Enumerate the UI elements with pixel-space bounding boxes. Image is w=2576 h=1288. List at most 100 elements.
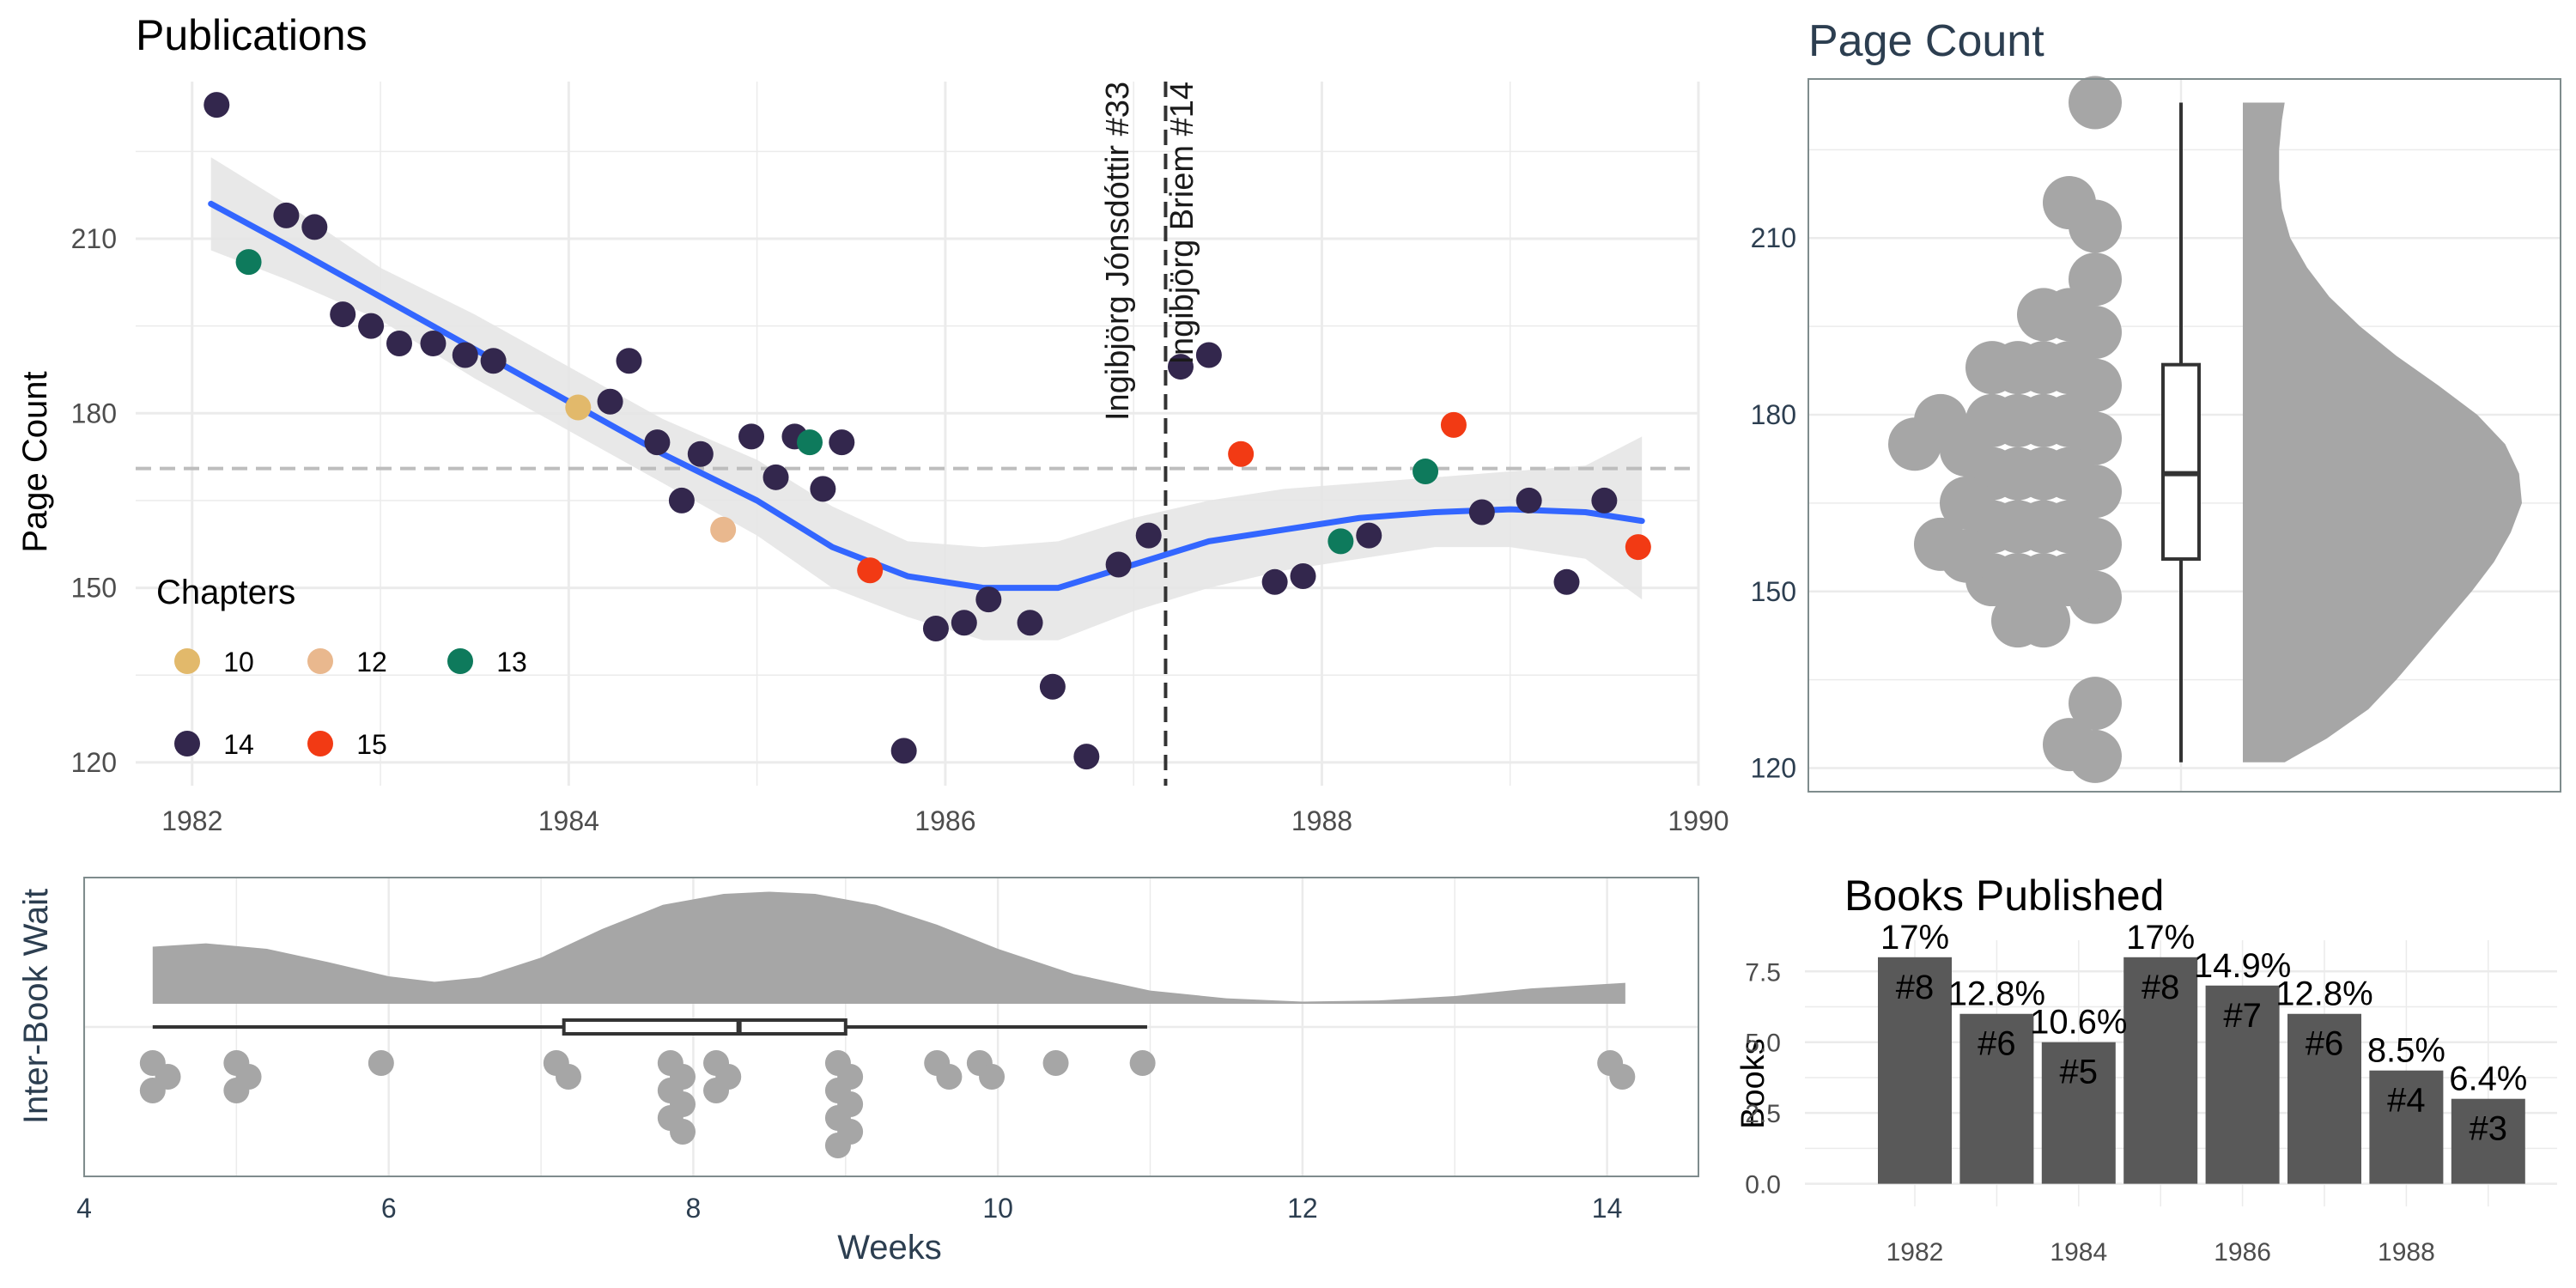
books-published-y-ticks: 0.0 2.5 5.0 7.5 [1745, 958, 1781, 1199]
page-count-density [2243, 102, 2522, 762]
y-tick-label: 210 [71, 223, 117, 254]
legend-label: 15 [356, 729, 387, 760]
inter-book-wait-border [83, 877, 1699, 1177]
x-tick-label: 4 [76, 1193, 92, 1224]
data-point [810, 476, 836, 502]
bar [2123, 957, 2198, 1184]
page-count-dot [1914, 517, 1967, 571]
count-label: #6 [1978, 1025, 2016, 1063]
wait-dot [670, 1119, 696, 1145]
annotation-label-briem: Ingibjörg Briem #14 [1164, 82, 1200, 365]
y-tick-label: 120 [1751, 753, 1796, 784]
data-point [738, 423, 765, 450]
percent-label: 6.4% [2449, 1060, 2527, 1098]
box [2161, 362, 2201, 562]
data-point [1167, 354, 1194, 380]
data-point [386, 330, 412, 356]
inter-book-wait-y-label: Inter-Book Wait [17, 889, 55, 1124]
y-tick-label: 180 [71, 398, 117, 428]
data-point [1413, 459, 1439, 485]
wait-dot [824, 1133, 851, 1158]
chapters-legend: Chapters 10 12 13 14 15 [156, 574, 527, 760]
data-point [301, 214, 328, 240]
data-point [890, 738, 917, 764]
y-tick-label: 5.0 [1745, 1030, 1781, 1058]
y-tick-label: 0.0 [1745, 1171, 1781, 1200]
count-label: #5 [2060, 1054, 2099, 1091]
smooth-confidence-band [210, 157, 1643, 641]
books-published-panel: Books Published Books 17% #8 12.8% #6 10.6% #… [1735, 872, 2557, 1267]
publications-panel: Publications Page Count Ingibjörg Jónsdó… [16, 11, 1729, 836]
wait-dot [1042, 1050, 1069, 1076]
data-point [420, 330, 447, 356]
data-point [644, 429, 671, 456]
inter-book-wait-x-ticks: 4 6 8 10 12 14 [76, 1193, 1622, 1224]
legend-label: 10 [223, 647, 254, 677]
data-point [1440, 411, 1467, 438]
data-point [1327, 528, 1354, 555]
bar [1959, 1013, 2034, 1184]
bar [1878, 957, 1952, 1184]
page-count-y-ticks: 120 150 180 210 [1751, 222, 1796, 783]
data-point [565, 394, 592, 421]
data-point [1073, 744, 1100, 770]
page-count-boxplot [2161, 102, 2201, 762]
data-point [857, 557, 884, 584]
x-tick-label: 1988 [1291, 805, 1352, 836]
data-point [273, 202, 300, 228]
count-label: #8 [2142, 969, 2180, 1006]
box [562, 1018, 848, 1036]
wait-dot [703, 1078, 730, 1103]
data-point [1105, 551, 1132, 578]
percent-label: 8.5% [2367, 1032, 2445, 1070]
x-tick-label: 1986 [914, 805, 975, 836]
bar [2369, 1070, 2444, 1184]
publications-grid [136, 82, 1700, 786]
data-point [616, 348, 642, 374]
data-point [480, 348, 507, 374]
wait-dot [979, 1064, 1005, 1090]
count-label: #8 [1896, 969, 1935, 1006]
confidence-ribbon [210, 157, 1643, 641]
page-count-dot [2043, 176, 2096, 230]
x-tick-label: 6 [381, 1193, 397, 1224]
publications-title: Publications [136, 11, 368, 59]
bar [2451, 1098, 2525, 1184]
x-tick-label: 1984 [2050, 1238, 2107, 1267]
x-tick-label: 1984 [538, 805, 599, 836]
inter-book-wait-boxplot [152, 1018, 1147, 1036]
page-count-dot [1991, 594, 2044, 648]
page-count-dot [2017, 288, 2070, 342]
data-point [204, 92, 230, 118]
wait-dot [368, 1050, 394, 1076]
wait-dot [139, 1078, 166, 1103]
y-tick-label: 150 [1751, 576, 1796, 607]
data-point [668, 487, 695, 513]
inter-book-wait-density [152, 891, 1625, 1004]
legend-label: 14 [223, 729, 254, 760]
page-count-dots [1888, 76, 2122, 783]
data-point [687, 440, 714, 467]
y-tick-label: 2.5 [1745, 1100, 1781, 1128]
books-published-labels: 17% #8 12.8% #6 10.6% #5 17% #8 14.9% #7 12.8% #6 8.… [1880, 919, 2527, 1148]
percent-label: 17% [1880, 919, 1949, 957]
data-point [1017, 610, 1043, 636]
wait-dot [1609, 1064, 1636, 1090]
data-point [1516, 487, 1542, 513]
data-point [710, 516, 737, 543]
density-shape [152, 891, 1625, 1004]
data-point [762, 464, 789, 490]
data-point [1135, 522, 1162, 549]
x-tick-label: 1982 [1886, 1238, 1944, 1267]
page-count-dot [1940, 476, 1993, 530]
data-point [975, 586, 1002, 613]
wait-dot [223, 1078, 250, 1103]
data-point [951, 610, 977, 636]
bar [2287, 1013, 2361, 1184]
x-tick-label: 14 [1592, 1193, 1623, 1224]
page-count-dot [1888, 417, 1941, 471]
wait-dot [936, 1064, 963, 1090]
legend-label: 13 [496, 647, 527, 677]
page-count-panel: Page Count 120 150 180 210 [1751, 16, 2561, 793]
